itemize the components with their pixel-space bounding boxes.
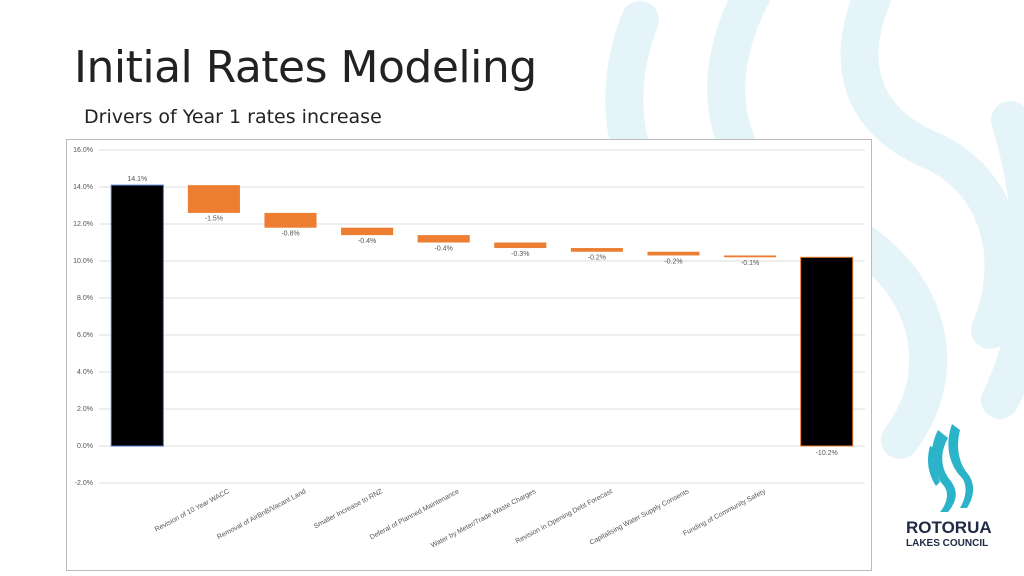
value-label: 14.1% <box>127 176 147 183</box>
y-tick-label: 6.0% <box>77 332 93 339</box>
y-tick-label: -2.0% <box>75 480 93 487</box>
chart: -2.0% 0.0% 2.0% 4.0% 6.0% 8.0% 10.0% 12.0% 14.0%… <box>66 139 872 571</box>
y-tick-label: 10.0% <box>73 258 93 265</box>
y-tick-label: 14.0% <box>73 184 93 191</box>
value-label: -0.4% <box>435 245 453 252</box>
value-label: -1.5% <box>205 216 223 223</box>
change-bar <box>341 227 394 236</box>
value-label: -10.2% <box>816 450 838 457</box>
change-bar <box>187 185 240 213</box>
change-bar <box>264 212 317 228</box>
change-bar <box>724 255 777 258</box>
value-label: -0.3% <box>511 251 529 258</box>
value-label: -0.4% <box>358 238 376 245</box>
value-label: -0.8% <box>281 231 299 238</box>
slide-subtitle: Drivers of Year 1 rates increase <box>84 106 382 128</box>
y-tick-label: 0.0% <box>77 443 93 450</box>
value-label: -0.2% <box>588 255 606 262</box>
logo-name: ROTORUA <box>906 518 992 537</box>
total-bar <box>110 184 164 447</box>
y-tick-label: 16.0% <box>73 147 93 154</box>
y-tick-label: 8.0% <box>77 295 93 302</box>
y-tick-label: 2.0% <box>77 406 93 413</box>
value-label: -0.1% <box>741 260 759 267</box>
value-label: -0.2% <box>664 258 682 265</box>
change-bar <box>494 242 547 249</box>
y-tick-label: 4.0% <box>77 369 93 376</box>
change-bar <box>417 235 470 243</box>
total-bar <box>800 256 854 447</box>
y-tick-label: 12.0% <box>73 221 93 228</box>
change-bar <box>570 248 623 252</box>
change-bar <box>647 251 700 256</box>
logo-subtitle: LAKES COUNCIL <box>906 538 989 549</box>
chart-border <box>66 139 872 571</box>
slide-title: Initial Rates Modeling <box>74 42 537 93</box>
